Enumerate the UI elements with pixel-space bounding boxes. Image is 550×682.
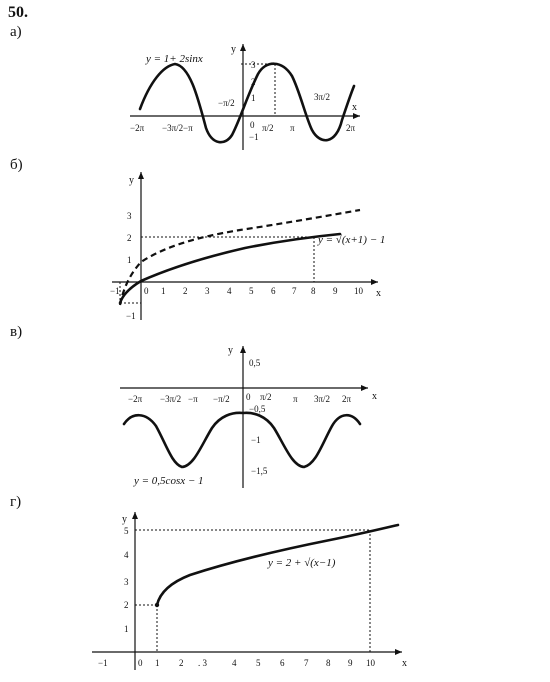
xtick-b-0: 0: [144, 286, 149, 296]
axis-x-label-b: x: [376, 288, 381, 299]
xtick-v-mpi2: −π/2: [213, 394, 230, 404]
xtick-b-m1: −1: [110, 286, 120, 296]
curve-a: [138, 62, 356, 144]
axis-y-label-v: y: [228, 345, 233, 356]
xtick-v-pi: π: [293, 394, 298, 404]
xtick-a-pi2: π/2: [262, 123, 274, 133]
x-arrow-a: [353, 113, 360, 119]
ytick-g-1: 1: [124, 624, 129, 634]
xtick-a-3pi2: 3π/2: [314, 92, 330, 102]
formula-a: y = 1+ 2sinx: [145, 53, 203, 65]
xtick-b-7: 7: [292, 286, 297, 296]
xtick-g-4: 4: [232, 658, 237, 668]
xtick-g-9: 9: [348, 658, 353, 668]
xtick-b-5: 5: [249, 286, 254, 296]
xtick-v-pi2: π/2: [260, 392, 272, 402]
graph-v: y = 0,5cosx − 1 x y 0,5 −0,5 −1 −1,5 −2π…: [120, 345, 377, 488]
part-label-a: а): [10, 24, 22, 40]
xtick-v-mpi: −π: [188, 394, 198, 404]
ytick-v-m15: −1,5: [251, 466, 268, 476]
x-arrow-b: [371, 279, 378, 285]
xtick-a-pi: π: [290, 123, 295, 133]
ytick-a-m1: −1: [249, 132, 259, 142]
xtick-g-2: 2: [179, 658, 184, 668]
y-arrow-b: [138, 172, 144, 179]
ytick-b-3: 3: [127, 211, 132, 221]
xtick-a-2pi: 2π: [346, 123, 356, 133]
curve-v: [122, 411, 362, 469]
y-arrow-g: [132, 512, 138, 519]
ytick-a-1: 1: [251, 93, 256, 103]
axis-x-label-v: x: [372, 391, 377, 402]
graph-g: y = 2 + √(x−1) x y 5 4 3 2 1 −1 0 1 2 . …: [92, 512, 407, 670]
curve-g: [155, 523, 400, 607]
problem-number: 50.: [8, 4, 28, 21]
ytick-v-m05: −0,5: [249, 404, 266, 414]
x-arrow-g: [395, 649, 402, 655]
axis-y-label-a: y: [231, 44, 236, 55]
graph-b: y = √(x+1) − 1 x y 3 2 1 −1 −1 0 1 2 3 4…: [110, 172, 385, 321]
axis-x-label-a: x: [352, 102, 357, 113]
axis-y-label-g: y: [122, 514, 127, 525]
ytick-b-2: 2: [127, 233, 132, 243]
formula-v: y = 0,5cosx − 1: [133, 475, 204, 487]
xtick-b-10: 10: [354, 286, 364, 296]
xtick-a-mpi2: −π/2: [218, 98, 235, 108]
formula-b: y = √(x+1) − 1: [317, 234, 385, 246]
xtick-v-3pi2: 3π/2: [314, 394, 330, 404]
xtick-g-10: 10: [366, 658, 376, 668]
xtick-g-m1: −1: [98, 658, 108, 668]
formula-g: y = 2 + √(x−1): [267, 557, 336, 569]
xtick-b-1: 1: [161, 286, 166, 296]
graph-a: y = 1+ 2sinx x y 3 2 1 −1 −2π −3π/2 −π −…: [130, 44, 360, 150]
xtick-v-2pi: 2π: [342, 394, 352, 404]
xtick-a-0: 0: [250, 120, 255, 130]
y-arrow-a: [240, 44, 246, 51]
xtick-v-m3pi2: −3π/2: [160, 394, 181, 404]
xtick-v-0: 0: [246, 392, 251, 402]
xtick-b-4: 4: [227, 286, 232, 296]
xtick-v-m2pi: −2π: [128, 394, 143, 404]
xtick-b-2: 2: [183, 286, 188, 296]
y-arrow-v: [240, 346, 246, 353]
xtick-a-m3pi2: −3π/2: [162, 123, 183, 133]
ytick-g-3: 3: [124, 577, 129, 587]
axis-y-label-b: y: [129, 175, 134, 186]
xtick-g-3: . 3: [198, 658, 208, 668]
xtick-g-8: 8: [326, 658, 331, 668]
xtick-g-1: 1: [155, 658, 160, 668]
ytick-a-2: 2: [251, 77, 256, 87]
xtick-a-mpi: −π: [183, 123, 193, 133]
ytick-b-m1: −1: [126, 311, 136, 321]
curve-b: [118, 232, 342, 305]
ytick-a-3: 3: [251, 60, 256, 70]
xtick-g-5: 5: [256, 658, 261, 668]
ytick-v-m1: −1: [251, 435, 261, 445]
xtick-g-7: 7: [304, 658, 309, 668]
x-arrow-v: [361, 385, 368, 391]
ytick-v-05: 0,5: [249, 358, 261, 368]
part-label-b: б): [10, 157, 23, 173]
xtick-a-m2pi: −2π: [130, 123, 145, 133]
ytick-b-1: 1: [127, 255, 132, 265]
ytick-g-5: 5: [124, 526, 129, 536]
xtick-g-6: 6: [280, 658, 285, 668]
curve-b-sqrt: [118, 208, 361, 306]
xtick-b-8: 8: [311, 286, 316, 296]
xtick-b-9: 9: [333, 286, 338, 296]
ytick-g-4: 4: [124, 550, 129, 560]
xtick-b-3: 3: [205, 286, 210, 296]
part-label-v: в): [10, 324, 23, 340]
xtick-g-0: 0: [138, 658, 143, 668]
ytick-g-2: 2: [124, 600, 129, 610]
xtick-b-6: 6: [271, 286, 276, 296]
part-label-g: г): [10, 494, 22, 510]
axis-x-label-g: x: [402, 658, 407, 669]
